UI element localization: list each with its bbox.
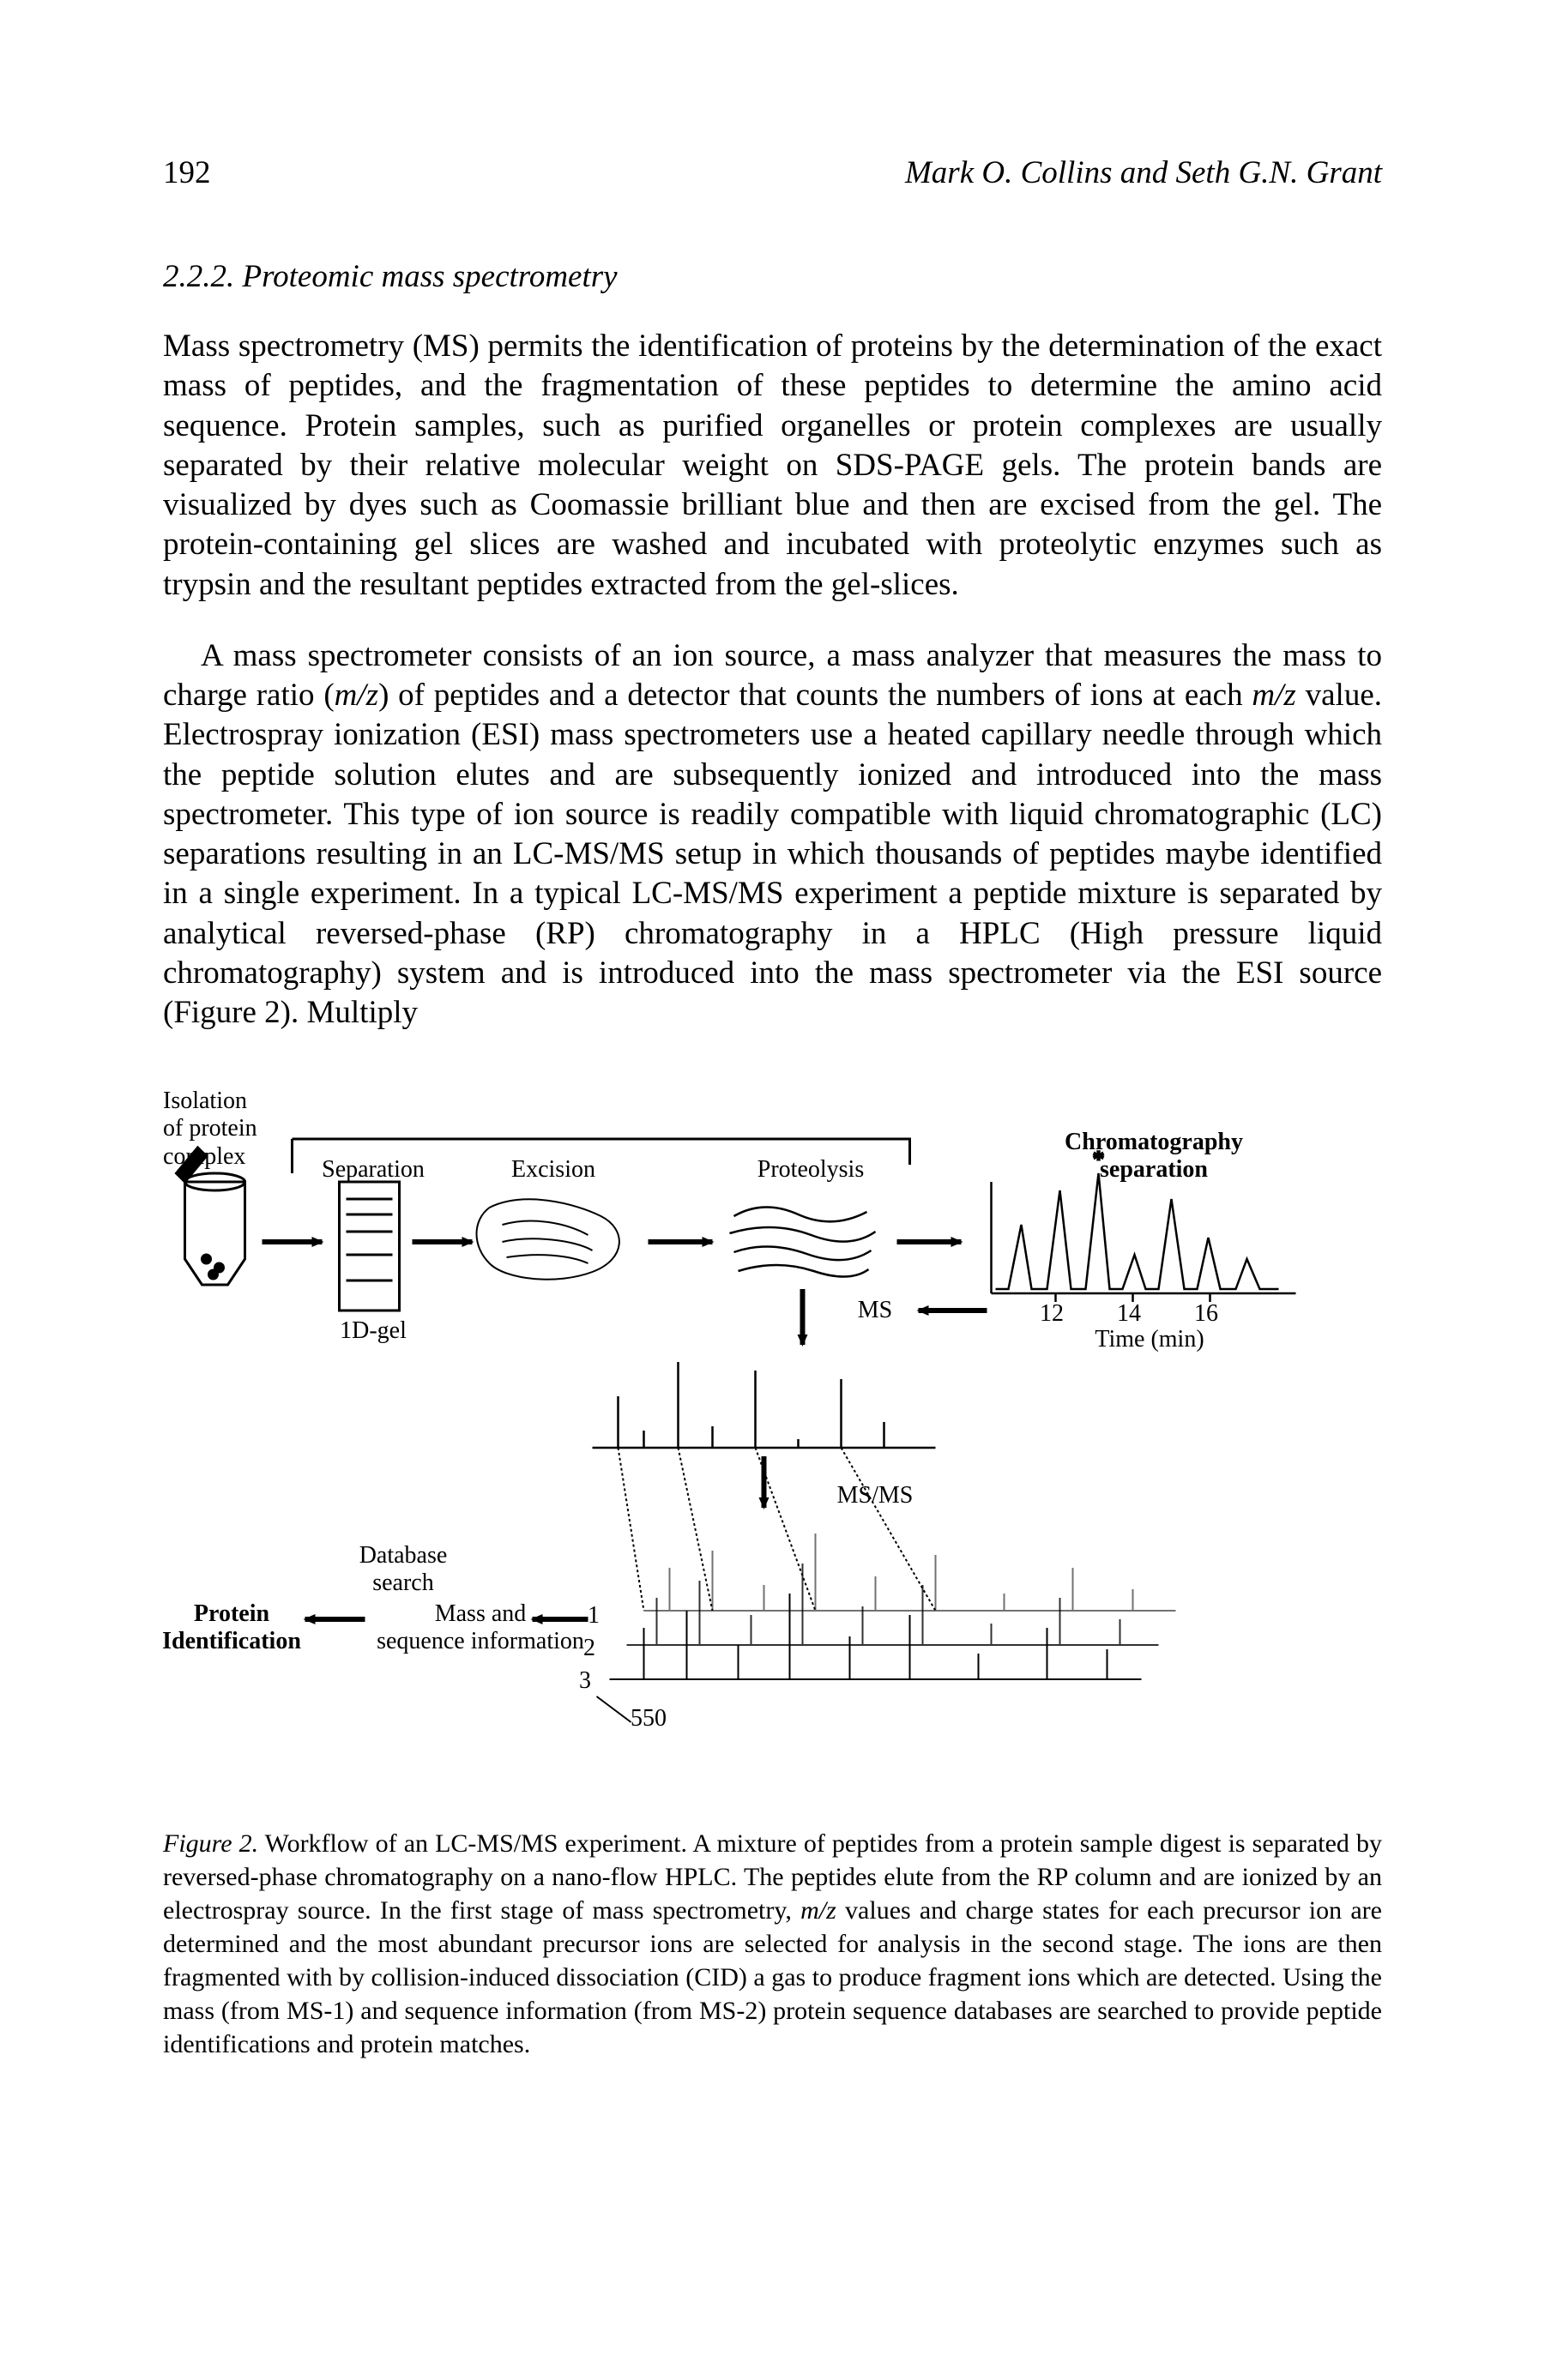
fig-time-axis: Time (min) xyxy=(1081,1326,1218,1353)
fig-n550: 550 xyxy=(631,1705,667,1732)
mz-symbol-1: m/z xyxy=(335,678,378,713)
mz-symbol-2: m/z xyxy=(1252,678,1295,713)
fig-label-gel: 1D-gel xyxy=(335,1317,412,1345)
fig-label-chrom: Chromatography separation xyxy=(1047,1129,1261,1184)
caption-fig-num: Figure 2. xyxy=(163,1829,258,1858)
paragraph-2: A mass spectrometer consists of an ion s… xyxy=(163,636,1382,1033)
fig-label-isolation: Isolation of protein complex xyxy=(163,1088,292,1171)
page: 192 Mark O. Collins and Seth G.N. Grant … xyxy=(0,0,1545,2380)
figure-2: * xyxy=(163,1088,1382,1791)
figure-svg: * xyxy=(163,1088,1382,1791)
fig-n1: 1 xyxy=(588,1602,600,1630)
fig-label-excision: Excision xyxy=(502,1156,605,1184)
running-header: 192 Mark O. Collins and Seth G.N. Grant xyxy=(163,154,1382,191)
fig-label-mass-seq: Mass and sequence information xyxy=(369,1600,592,1655)
figure-caption: Figure 2. Workflow of an LC-MS/MS experi… xyxy=(163,1827,1382,2061)
fig-tick-16: 16 xyxy=(1194,1300,1218,1328)
fig-tick-14: 14 xyxy=(1117,1300,1141,1328)
fig-n2: 2 xyxy=(583,1635,595,1662)
fig-label-db: Database search xyxy=(335,1542,472,1597)
fig-label-prot-id: Protein Identification xyxy=(154,1600,309,1655)
fig-label-msms: MS/MS xyxy=(824,1482,926,1509)
caption-mz: m/z xyxy=(800,1896,836,1925)
para2-part-b: ) of peptides and a detector that counts… xyxy=(378,678,1252,713)
page-number: 192 xyxy=(163,154,211,191)
fig-n3: 3 xyxy=(579,1667,591,1695)
fig-label-separation: Separation xyxy=(317,1156,429,1184)
fig-label-proteolysis: Proteolysis xyxy=(746,1156,875,1184)
para2-part-c: value. Electrospray ionization (ESI) mas… xyxy=(163,678,1382,1030)
fig-label-ms: MS xyxy=(849,1297,901,1324)
fig-tick-12: 12 xyxy=(1040,1300,1064,1328)
paragraph-1: Mass spectrometry (MS) permits the ident… xyxy=(163,327,1382,605)
running-head-authors: Mark O. Collins and Seth G.N. Grant xyxy=(905,154,1382,191)
section-heading: 2.2.2. Proteomic mass spectrometry xyxy=(163,258,1382,295)
